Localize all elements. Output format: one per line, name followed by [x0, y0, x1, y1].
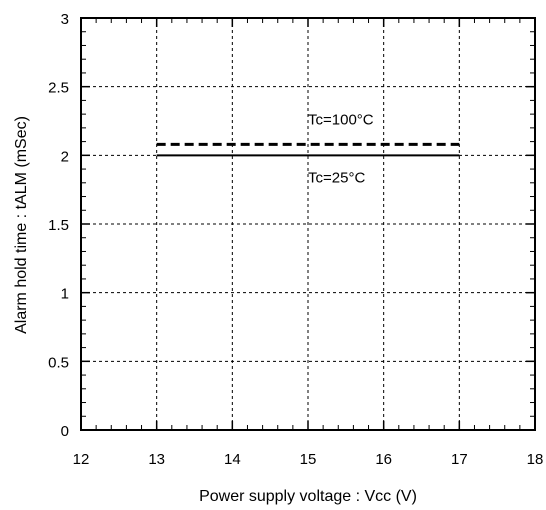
x-tick-label: 13 [148, 451, 165, 468]
grid-lines [81, 18, 535, 430]
y-tick-label: 2.5 [48, 80, 69, 97]
axis-ticks [80, 17, 536, 431]
y-tick-label: 0 [61, 423, 69, 440]
annotations: Tc=100°C Tc=25°C [308, 112, 374, 187]
y-axis-label: Alarm hold time : tALM (mSec) [13, 116, 30, 334]
x-axis-label: Power supply voltage : Vcc (V) [199, 488, 417, 505]
x-tick-label: 18 [527, 451, 544, 468]
x-tick-label: 14 [224, 451, 241, 468]
y-tick-label: 3 [61, 11, 69, 28]
series-lines [156, 142, 460, 157]
annotation-tc-100c: Tc=100°C [308, 112, 374, 129]
y-tick-label: 1 [61, 286, 69, 303]
y-tick-label: 2 [61, 148, 69, 165]
x-tick-label: 16 [375, 451, 392, 468]
tick-labels: 12 13 14 15 16 17 18 0 0.5 1 1.5 2 2.5 3 [48, 11, 543, 468]
x-tick-label: 17 [451, 451, 468, 468]
x-tick-label: 12 [73, 451, 90, 468]
y-tick-label: 0.5 [48, 354, 69, 371]
x-tick-label: 15 [300, 451, 317, 468]
y-tick-label: 1.5 [48, 217, 69, 234]
annotation-tc-25c: Tc=25°C [308, 169, 365, 186]
